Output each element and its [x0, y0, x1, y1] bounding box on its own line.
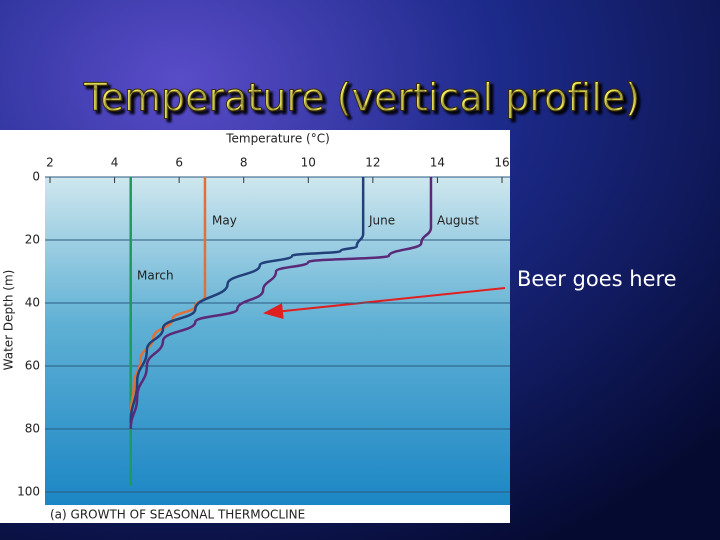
x-tick-label: 4 [111, 156, 119, 170]
slide-title: Temperature (vertical profile) [83, 76, 640, 120]
y-tick-label: 20 [25, 233, 40, 247]
x-tick-label: 16 [494, 156, 509, 170]
y-tick-label: 100 [17, 485, 40, 499]
plot-area [45, 177, 510, 505]
x-axis-label: Temperature (°C) [225, 132, 330, 146]
caption: (a) GROWTH OF SEASONAL THERMOCLINE [50, 508, 305, 522]
series-line [129, 177, 365, 423]
series-label: March [137, 269, 174, 283]
x-tick-label: 10 [301, 156, 316, 170]
series-label: June [368, 214, 395, 228]
series-line [129, 176, 207, 414]
annotation-arrow [263, 287, 506, 320]
plot: 2 4 6 8 10 12 14 16 0 20 40 60 80 100 March May June Augu… [17, 156, 510, 499]
x-tick-label: 2 [46, 156, 54, 170]
x-tick-label: 6 [175, 156, 183, 170]
x-tick-label: 8 [240, 156, 248, 170]
y-tick-label: 60 [25, 359, 40, 373]
series-label: May [212, 214, 237, 228]
x-tick-label: 14 [430, 156, 445, 170]
series-label: August [437, 214, 479, 228]
annotation: Beer goes here [517, 267, 677, 291]
x-tick-label: 12 [365, 156, 380, 170]
y-tick-label: 40 [25, 296, 40, 310]
series-line [129, 177, 433, 430]
y-tick-label: 80 [25, 422, 40, 436]
y-axis-label: Water Depth (m) [2, 270, 16, 371]
y-tick-label: 0 [32, 170, 40, 184]
